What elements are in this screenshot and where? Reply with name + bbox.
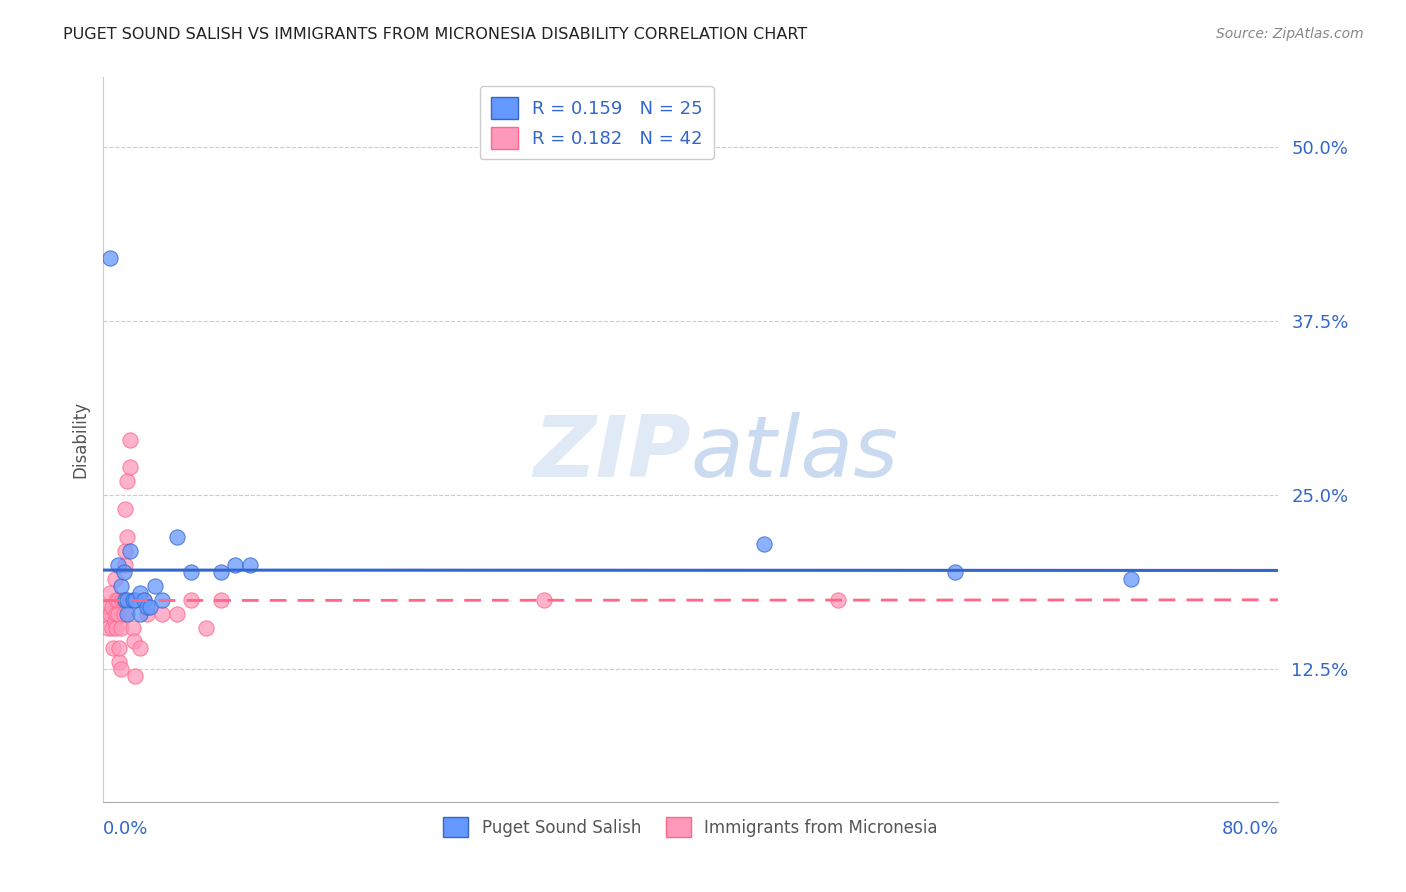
Point bbox=[134, 592, 156, 607]
Point bbox=[139, 599, 162, 614]
Point bbox=[101, 599, 124, 614]
Point bbox=[166, 530, 188, 544]
Point bbox=[121, 592, 143, 607]
Point bbox=[110, 620, 132, 634]
Point bbox=[98, 599, 121, 614]
Point bbox=[224, 558, 246, 572]
Point bbox=[122, 634, 145, 648]
Point bbox=[827, 592, 849, 607]
Point bbox=[180, 592, 202, 607]
Point bbox=[105, 592, 128, 607]
Point bbox=[96, 620, 118, 634]
Point bbox=[104, 572, 127, 586]
Point bbox=[101, 620, 124, 634]
Point bbox=[128, 585, 150, 599]
Point bbox=[150, 607, 173, 621]
Point bbox=[100, 252, 122, 266]
Point bbox=[239, 558, 262, 572]
Text: atlas: atlas bbox=[690, 412, 898, 495]
Point bbox=[110, 579, 132, 593]
Point bbox=[111, 592, 134, 607]
Text: 80.0%: 80.0% bbox=[1222, 820, 1278, 838]
Point bbox=[136, 599, 159, 614]
Point bbox=[110, 662, 132, 676]
Point bbox=[112, 565, 135, 579]
Point bbox=[115, 592, 138, 607]
Point bbox=[112, 607, 135, 621]
Point bbox=[121, 620, 143, 634]
Point bbox=[136, 607, 159, 621]
Point bbox=[104, 614, 127, 628]
Point bbox=[166, 607, 188, 621]
Point bbox=[115, 530, 138, 544]
Point bbox=[94, 607, 117, 621]
Point bbox=[103, 641, 125, 656]
Legend: Puget Sound Salish, Immigrants from Micronesia: Puget Sound Salish, Immigrants from Micr… bbox=[437, 810, 945, 844]
Point bbox=[107, 558, 129, 572]
Point bbox=[114, 544, 136, 558]
Text: PUGET SOUND SALISH VS IMMIGRANTS FROM MICRONESIA DISABILITY CORRELATION CHART: PUGET SOUND SALISH VS IMMIGRANTS FROM MI… bbox=[63, 27, 807, 42]
Point bbox=[533, 592, 555, 607]
Point bbox=[118, 433, 141, 447]
Point bbox=[1121, 572, 1143, 586]
Point bbox=[134, 592, 156, 607]
Point bbox=[108, 656, 131, 670]
Point bbox=[194, 620, 217, 634]
Point bbox=[100, 607, 122, 621]
Point bbox=[105, 620, 128, 634]
Point bbox=[124, 592, 146, 607]
Point bbox=[143, 579, 166, 593]
Point bbox=[114, 502, 136, 516]
Text: ZIP: ZIP bbox=[533, 412, 690, 495]
Point bbox=[128, 607, 150, 621]
Y-axis label: Disability: Disability bbox=[72, 401, 89, 478]
Text: Source: ZipAtlas.com: Source: ZipAtlas.com bbox=[1216, 27, 1364, 41]
Point bbox=[115, 607, 138, 621]
Point bbox=[112, 592, 135, 607]
Point bbox=[752, 537, 775, 551]
Point bbox=[118, 460, 141, 475]
Point bbox=[209, 565, 232, 579]
Point bbox=[118, 544, 141, 558]
Point bbox=[128, 641, 150, 656]
Point bbox=[100, 585, 122, 599]
Point bbox=[114, 558, 136, 572]
Point bbox=[114, 592, 136, 607]
Point bbox=[108, 641, 131, 656]
Point bbox=[115, 475, 138, 489]
Point bbox=[180, 565, 202, 579]
Point bbox=[105, 607, 128, 621]
Text: 0.0%: 0.0% bbox=[103, 820, 149, 838]
Point bbox=[107, 592, 129, 607]
Point bbox=[107, 607, 129, 621]
Point bbox=[124, 669, 146, 683]
Point bbox=[209, 592, 232, 607]
Point bbox=[150, 592, 173, 607]
Point bbox=[943, 565, 966, 579]
